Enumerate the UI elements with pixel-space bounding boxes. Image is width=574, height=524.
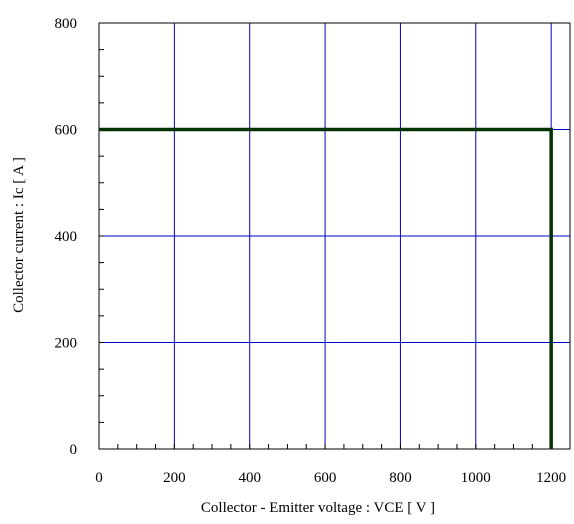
x-tick-label: 400	[238, 470, 261, 486]
y-tick-labels: 0 200 400 600 800	[55, 16, 78, 458]
x-tick-label: 200	[163, 470, 186, 486]
x-axis-title: Collector - Emitter voltage : VCE [ V ]	[201, 500, 435, 516]
x-tick-label: 1200	[536, 470, 566, 486]
x-tick-label: 600	[314, 470, 337, 486]
series	[99, 127, 553, 449]
x-tick-label: 800	[389, 470, 412, 486]
series-line-0	[99, 127, 553, 449]
y-tick-label: 400	[55, 229, 78, 245]
y-tick-label: 200	[55, 336, 78, 352]
x-tick-labels: 0 200 400 600 800 1000 1200	[95, 470, 566, 486]
y-tick-label: 600	[55, 123, 78, 139]
x-tick-label: 0	[95, 470, 103, 486]
minor-ticks	[98, 22, 571, 450]
y-tick-label: 0	[70, 442, 78, 458]
x-tick-label: 1000	[461, 470, 491, 486]
y-tick-label: 800	[55, 16, 78, 32]
y-axis-title: Collector current : Ic [ A ]	[11, 157, 27, 313]
grid	[99, 23, 570, 449]
